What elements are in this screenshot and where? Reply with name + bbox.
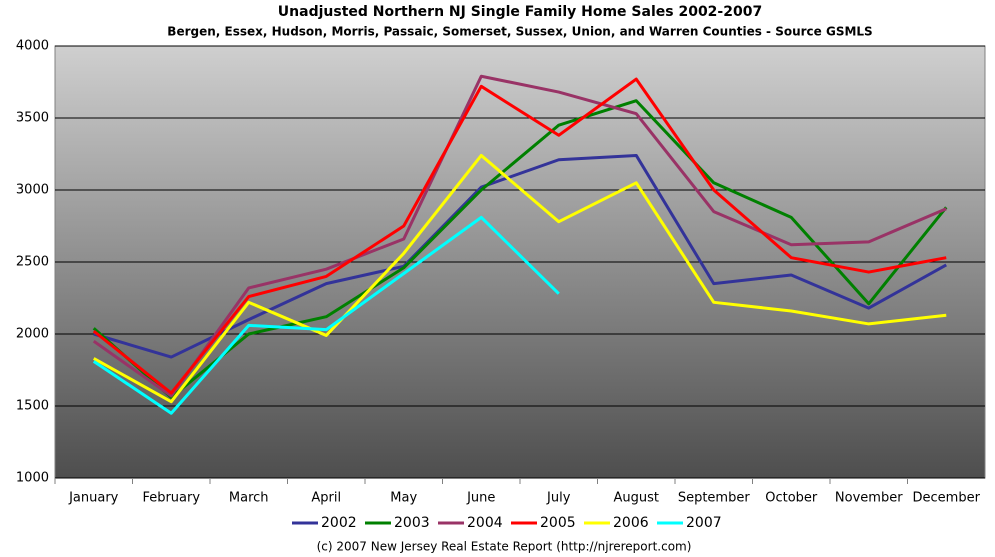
chart-subtitle: Bergen, Essex, Hudson, Morris, Passaic, …	[167, 25, 872, 39]
y-tick-label: 1500	[16, 399, 49, 414]
y-tick-label: 3500	[16, 111, 49, 126]
x-tick-label: April	[311, 491, 341, 506]
x-tick-label: December	[913, 491, 981, 506]
x-tick-label: September	[678, 491, 751, 506]
x-tick-label: November	[835, 491, 903, 506]
x-tick-label: January	[68, 491, 119, 506]
legend-label: 2003	[394, 515, 430, 531]
series-line	[92, 99, 948, 399]
series-line	[92, 74, 947, 398]
y-tick-label: 3000	[16, 183, 49, 198]
y-tick-label: 2500	[16, 255, 49, 270]
legend-label: 2002	[321, 515, 357, 531]
y-tick-label: 1000	[16, 471, 49, 486]
y-tick-label: 2000	[16, 327, 49, 342]
x-tick-label: October	[765, 491, 818, 506]
x-tick-label: August	[614, 491, 660, 506]
series-line	[92, 77, 947, 395]
x-tick-label: March	[229, 491, 269, 506]
series-line	[92, 215, 560, 415]
x-tick-label: May	[390, 491, 417, 506]
legend-label: 2006	[613, 515, 649, 531]
y-tick-label: 4000	[16, 39, 49, 54]
x-tick-label: July	[546, 491, 571, 506]
caption: (c) 2007 New Jersey Real Estate Report (…	[317, 540, 692, 554]
x-tick-label: June	[466, 491, 495, 506]
x-tick-label: February	[142, 491, 200, 506]
series-line	[93, 153, 947, 404]
legend-label: 2004	[467, 515, 503, 531]
legend-label: 2005	[540, 515, 576, 531]
chart-title: Unadjusted Northern NJ Single Family Hom…	[278, 4, 762, 20]
series-line	[93, 153, 947, 359]
legend-label: 2007	[686, 515, 722, 531]
